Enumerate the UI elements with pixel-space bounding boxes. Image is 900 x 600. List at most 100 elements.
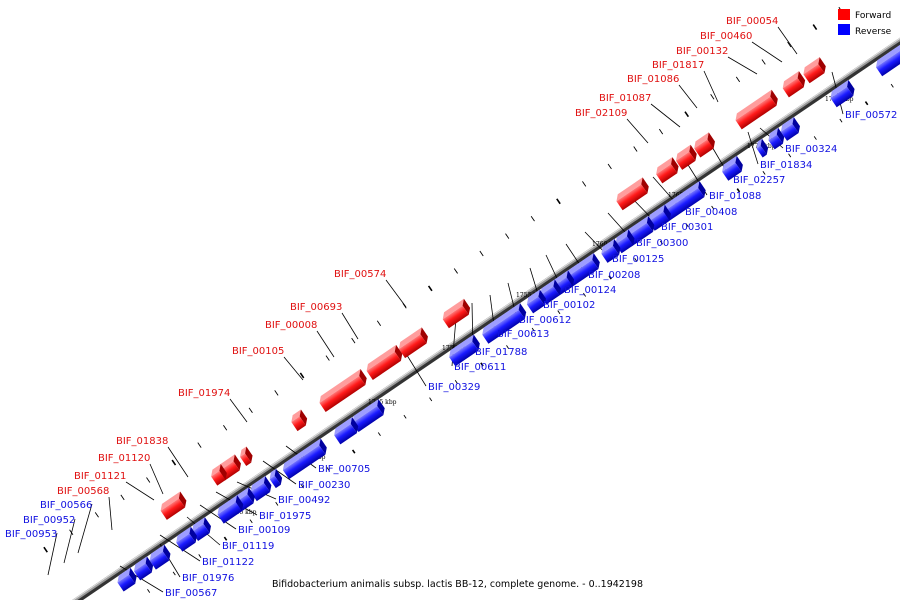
axis-tick <box>479 250 484 257</box>
gene-feature-bif-00693[interactable] <box>396 327 431 359</box>
gene-feature-bif-01087[interactable] <box>653 157 681 184</box>
gene-label-reverse: BIF_02257 <box>733 175 785 186</box>
legend-reverse-label: Reverse <box>855 27 892 37</box>
gene-label-reverse: BIF_00566 <box>40 500 92 511</box>
gene-feature-bif-01122[interactable] <box>215 495 246 524</box>
gene-label-reverse: BIF_00208 <box>588 270 640 281</box>
gene-label-reverse: BIF_00324 <box>785 144 837 155</box>
gene-label-reverse: BIF_00567 <box>165 588 217 599</box>
gene-end-face <box>612 238 621 255</box>
gene-feature-bif-01834[interactable] <box>778 116 803 141</box>
axis-tick <box>351 337 356 344</box>
gene-label-reverse: BIF_00408 <box>685 207 737 218</box>
gene-feature-bif-00105[interactable] <box>317 368 370 413</box>
gene-feature-bif-00568[interactable] <box>158 491 189 520</box>
gene-feature-bif-00953[interactable] <box>115 567 140 592</box>
gene-label-forward: BIF_00132 <box>676 46 728 57</box>
gene-end-face <box>462 298 471 315</box>
gene-feature-bif-00230[interactable] <box>331 417 361 445</box>
axis-tick <box>427 285 433 292</box>
axis-tick <box>864 101 869 106</box>
axis-tick <box>607 163 612 170</box>
gene-feature-bif-00566[interactable] <box>147 544 173 570</box>
gene-end-face <box>359 368 367 386</box>
gene-front-face <box>217 502 242 524</box>
gene-feature-bif-02257[interactable] <box>766 127 787 150</box>
gene-front-face <box>211 470 226 486</box>
gene-feature-bif-01121[interactable] <box>208 463 229 486</box>
gene-feature-bif-01974[interactable] <box>289 409 310 432</box>
gene-front-face <box>803 64 825 84</box>
gene-feature-bif-00300[interactable] <box>647 204 673 230</box>
gene-feature-bif-01788[interactable] <box>524 289 549 314</box>
label-connector <box>47 532 58 576</box>
gene-feature-bif-00952[interactable] <box>131 556 156 581</box>
gene-end-face <box>671 157 679 174</box>
label-connector <box>747 131 759 165</box>
gene-label-reverse: BIF_00230 <box>298 480 350 491</box>
gene-end-face <box>698 181 706 198</box>
gene-feature-bif-00567[interactable] <box>173 526 199 552</box>
gene-top-face <box>240 446 247 457</box>
gene-feature-bif-00008[interactable] <box>364 344 405 380</box>
gene-top-face <box>656 157 673 175</box>
gene-label-forward: BIF_01120 <box>98 453 150 464</box>
gene-end-face <box>377 399 385 416</box>
label-connector <box>283 356 304 381</box>
gene-end-face <box>646 215 655 232</box>
gene-end-face <box>178 491 187 508</box>
gene-front-face <box>291 416 306 432</box>
label-connector <box>650 103 681 128</box>
axis-tick <box>249 519 253 524</box>
gene-label-forward: BIF_02109 <box>575 108 627 119</box>
gene-feature-bif-00408[interactable] <box>719 155 745 181</box>
axis-tick <box>608 275 612 280</box>
gene-top-face <box>282 438 321 471</box>
gene-feature-bif-00124[interactable] <box>599 238 624 263</box>
axis-tick <box>300 484 304 489</box>
gene-front-face <box>352 406 384 432</box>
gene-feature-bif-01975[interactable] <box>267 468 285 489</box>
gene-feature-bif-00574[interactable] <box>440 298 473 329</box>
gene-top-face <box>269 468 276 480</box>
axis-tick <box>583 292 587 297</box>
gene-label-forward: BIF_01121 <box>74 471 126 482</box>
gene-label-forward: BIF_01086 <box>627 74 679 85</box>
gene-feature-bif-01088[interactable] <box>754 138 771 158</box>
label-connector <box>727 56 758 75</box>
axis-tick <box>480 362 484 367</box>
gene-top-face <box>782 71 799 89</box>
gene-top-face <box>217 495 238 515</box>
gene-front-face <box>269 475 281 489</box>
gene-end-face <box>203 517 211 534</box>
gene-feature-bif-02109[interactable] <box>614 177 652 211</box>
gene-features <box>115 26 900 592</box>
gene-feature-bif-00329[interactable] <box>446 334 482 367</box>
gene-feature-bif-01838[interactable] <box>237 446 255 466</box>
gene-feature-bif-00572[interactable] <box>873 26 900 77</box>
gene-label-reverse: BIF_01122 <box>202 557 254 568</box>
gene-feature-bif-01817[interactable] <box>691 132 717 158</box>
axis-tick <box>813 136 817 140</box>
gene-feature-bif-00705[interactable] <box>350 399 388 432</box>
gene-front-face <box>240 453 252 466</box>
axis-tick <box>351 449 356 454</box>
gene-top-face <box>803 57 820 75</box>
axis-tick <box>120 494 125 501</box>
gene-end-face <box>247 487 255 504</box>
gene-feature-bif-00324[interactable] <box>828 79 858 108</box>
gene-end-face <box>663 204 671 221</box>
gene-labels: BIF_00054 BIF_00460 BIF_00132 BIF_01817 BIF_… <box>5 16 897 599</box>
label-connector <box>341 312 359 340</box>
gene-feature-bif-00054[interactable] <box>801 57 829 84</box>
gene-feature-bif-01086[interactable] <box>673 144 699 170</box>
gene-feature-bif-00109[interactable] <box>248 476 274 502</box>
axis-tick <box>761 59 766 65</box>
gene-feature-bif-00460[interactable] <box>780 71 808 98</box>
gene-feature-bif-00132[interactable] <box>733 89 781 130</box>
gene-feature-bif-00492[interactable] <box>280 438 330 480</box>
axis-tick <box>223 536 228 541</box>
gene-feature-bif-00611[interactable] <box>479 302 529 344</box>
gene-top-face <box>211 463 221 477</box>
